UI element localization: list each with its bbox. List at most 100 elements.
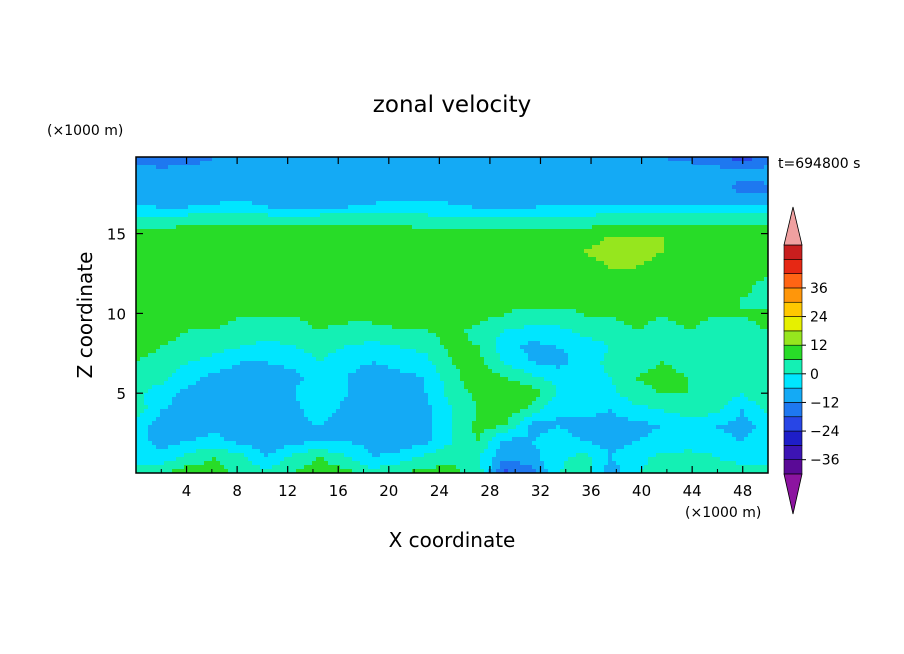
heat-cell — [600, 205, 604, 209]
heat-cell — [148, 189, 152, 193]
heat-cell — [484, 177, 488, 181]
heat-cell — [384, 201, 388, 205]
heat-cell — [168, 181, 172, 185]
heat-cell — [420, 277, 424, 281]
heat-cell — [636, 257, 640, 261]
heat-cell — [156, 225, 160, 229]
heat-cell — [716, 197, 720, 201]
heat-cell — [648, 169, 652, 173]
heat-cell — [756, 277, 760, 281]
heat-cell — [668, 265, 672, 269]
heat-cell — [424, 213, 428, 217]
heat-cell — [656, 261, 660, 265]
heat-cell — [676, 217, 680, 221]
heat-cell — [540, 161, 544, 165]
heat-cell — [760, 245, 764, 249]
heat-cell — [712, 173, 716, 177]
heat-cell — [392, 177, 396, 181]
heat-cell — [368, 241, 372, 245]
heat-cell — [216, 269, 220, 273]
heat-cell — [508, 229, 512, 233]
heat-cell — [176, 205, 180, 209]
heat-cell — [548, 217, 552, 221]
heat-cell — [304, 177, 308, 181]
heat-cell — [620, 161, 624, 165]
heat-cell — [204, 277, 208, 281]
heat-cell — [424, 261, 428, 265]
heat-cell — [636, 177, 640, 181]
heat-cell — [440, 177, 444, 181]
heat-cell — [548, 261, 552, 265]
heat-cell — [324, 173, 328, 177]
heat-cell — [428, 173, 432, 177]
heat-cell — [220, 209, 224, 213]
heat-cell — [700, 201, 704, 205]
heat-cell — [340, 197, 344, 201]
heat-cell — [656, 185, 660, 189]
heat-cell — [492, 169, 496, 173]
heat-cell — [296, 217, 300, 221]
heat-cell — [620, 269, 624, 273]
heat-cell — [268, 249, 272, 253]
heat-cell — [152, 233, 156, 237]
heat-cell — [604, 261, 608, 265]
heat-cell — [172, 165, 176, 169]
heat-cell — [752, 229, 756, 233]
heat-cell — [552, 249, 556, 253]
heat-cell — [564, 161, 568, 165]
heat-cell — [436, 209, 440, 213]
heat-cell — [604, 161, 608, 165]
heat-cell — [316, 165, 320, 169]
heat-cell — [452, 245, 456, 249]
heat-cell — [752, 177, 756, 181]
heat-cell — [664, 189, 668, 193]
heat-cell — [656, 257, 660, 261]
heat-cell — [444, 209, 448, 213]
heat-cell — [760, 273, 764, 277]
heat-cell — [424, 249, 428, 253]
heat-cell — [312, 189, 316, 193]
heat-cell — [536, 225, 540, 229]
heat-cell — [400, 249, 404, 253]
heat-cell — [616, 193, 620, 197]
heat-cell — [232, 217, 236, 221]
heat-cell — [176, 269, 180, 273]
heat-cell — [516, 245, 520, 249]
heat-cell — [628, 269, 632, 273]
heat-cell — [576, 157, 580, 161]
heat-cell — [404, 233, 408, 237]
heat-cell — [636, 213, 640, 217]
heat-cell — [656, 205, 660, 209]
heat-cell — [680, 221, 684, 225]
heat-cell — [740, 165, 744, 169]
heat-cell — [188, 201, 192, 205]
heat-cell — [288, 201, 292, 205]
heat-cell — [308, 253, 312, 257]
heat-cell — [164, 237, 168, 241]
heat-cell — [528, 261, 532, 265]
heat-cell — [284, 249, 288, 253]
heat-cell — [340, 269, 344, 273]
heat-cell — [184, 269, 188, 273]
heat-cell — [456, 257, 460, 261]
heat-cell — [708, 161, 712, 165]
heat-cell — [352, 241, 356, 245]
heat-cell — [652, 201, 656, 205]
heat-cell — [364, 189, 368, 193]
heat-cell — [256, 257, 260, 261]
heat-cell — [604, 269, 608, 273]
heat-cell — [240, 213, 244, 217]
heat-cell — [580, 233, 584, 237]
heat-cell — [456, 161, 460, 165]
heat-cell — [436, 269, 440, 273]
heat-cell — [624, 261, 628, 265]
heat-cell — [400, 165, 404, 169]
heat-cell — [256, 161, 260, 165]
heat-cell — [460, 277, 464, 281]
heat-cell — [524, 245, 528, 249]
heat-cell — [256, 177, 260, 181]
heat-cell — [324, 213, 328, 217]
heat-cell — [720, 253, 724, 257]
heat-cell — [428, 265, 432, 269]
heat-cell — [344, 233, 348, 237]
